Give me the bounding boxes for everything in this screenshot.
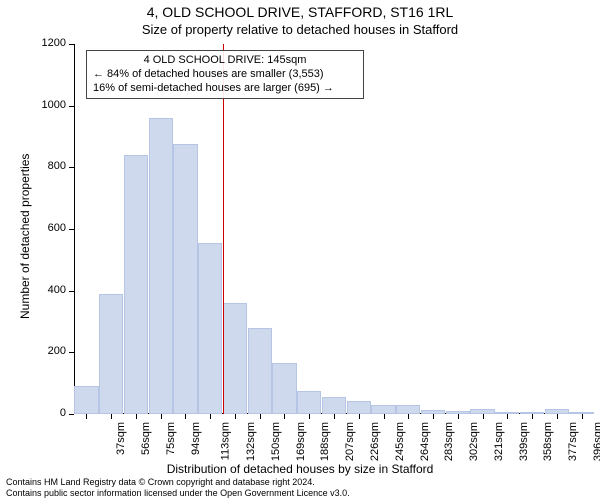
ytick [69,414,74,415]
bar [198,243,222,414]
xtick-label: 150sqm [270,422,282,461]
footer-attribution: Contains HM Land Registry data © Crown c… [6,477,350,498]
ytick-label: 1000 [42,99,66,111]
bar [347,401,371,414]
xtick-label: 377sqm [567,422,579,461]
xtick [408,414,409,419]
xtick-label: 75sqm [165,422,177,455]
xtick [384,414,385,419]
bar [396,405,420,414]
chart-container: 4, OLD SCHOOL DRIVE, STAFFORD, ST16 1RL … [0,0,600,500]
bar [248,328,272,414]
y-axis-label: Number of detached properties [18,154,32,319]
xtick [284,414,285,419]
ytick-label: 800 [48,160,66,172]
xtick-label: 321sqm [493,422,505,461]
bar [124,155,148,414]
xtick [557,414,558,419]
xtick-label: 207sqm [344,422,356,461]
xtick-label: 245sqm [394,422,406,461]
callout-box: 4 OLD SCHOOL DRIVE: 145sqm← 84% of detac… [86,50,364,99]
ytick-label: 0 [60,407,66,419]
xtick [260,414,261,419]
bar [99,294,123,414]
xtick [309,414,310,419]
xtick-label: 169sqm [295,422,307,461]
footer-line-2: Contains public sector information licen… [6,488,350,498]
xtick-label: 358sqm [542,422,554,461]
xtick-label: 37sqm [115,422,127,455]
xtick-label: 56sqm [140,422,152,455]
x-axis-label: Distribution of detached houses by size … [0,462,600,476]
ytick [69,44,74,45]
xtick-label: 396sqm [592,422,600,461]
xtick [532,414,533,419]
y-axis-line [74,44,75,414]
ytick [69,229,74,230]
marker-line [223,44,224,414]
xtick [458,414,459,419]
xtick [483,414,484,419]
ytick-label: 600 [48,222,66,234]
xtick [210,414,211,419]
footer-line-1: Contains HM Land Registry data © Crown c… [6,477,350,487]
ytick-label: 400 [48,284,66,296]
callout-line: ← 84% of detached houses are smaller (3,… [93,68,357,82]
bar [322,397,346,414]
chart-subtitle: Size of property relative to detached ho… [0,22,600,37]
xtick [359,414,360,419]
xtick [507,414,508,419]
bar [272,363,296,414]
bar [74,386,98,414]
xtick-label: 113sqm [220,422,232,460]
xtick [111,414,112,419]
callout-line: 4 OLD SCHOOL DRIVE: 145sqm [93,54,357,68]
xtick-label: 264sqm [419,422,431,461]
bar [223,303,247,414]
bar [297,391,321,414]
xtick [334,414,335,419]
callout-line: 16% of semi-detached houses are larger (… [93,82,357,96]
ytick-label: 200 [48,345,66,357]
chart-title: 4, OLD SCHOOL DRIVE, STAFFORD, ST16 1RL [0,4,600,20]
ytick [69,106,74,107]
xtick-label: 188sqm [320,422,332,461]
xtick [185,414,186,419]
bar [149,118,173,414]
xtick [433,414,434,419]
xtick [161,414,162,419]
bar [173,144,197,414]
xtick-label: 226sqm [369,422,381,461]
xtick-label: 94sqm [190,422,202,455]
ytick [69,291,74,292]
xtick-label: 283sqm [443,422,455,461]
ytick [69,167,74,168]
xtick [235,414,236,419]
xtick [86,414,87,419]
xtick [136,414,137,419]
xtick-label: 302sqm [468,422,480,461]
xtick-label: 132sqm [245,422,257,461]
bar [371,405,395,414]
ytick-label: 1200 [42,37,66,49]
xtick-label: 339sqm [518,422,530,461]
ytick [69,352,74,353]
xtick [582,414,583,419]
plot-area [74,44,594,414]
